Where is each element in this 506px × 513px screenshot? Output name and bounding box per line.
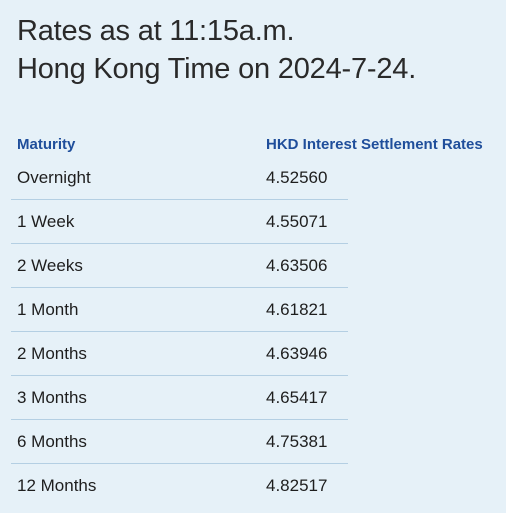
rate-cell: 4.75381 — [266, 432, 328, 451]
maturity-cell: 6 Months — [17, 432, 87, 451]
maturity-cell: 3 Months — [17, 388, 87, 407]
table-row: 1 Week 4.55071 — [11, 200, 348, 244]
table-row: 12 Months 4.82517 — [11, 464, 348, 507]
table-row: 6 Months 4.75381 — [11, 420, 348, 464]
column-header-rates: HKD Interest Settlement Rates — [266, 136, 483, 153]
table-row: Overnight 4.52560 — [11, 156, 348, 200]
maturity-cell: 12 Months — [17, 476, 97, 495]
rate-cell: 4.61821 — [266, 300, 328, 319]
maturity-cell: 1 Month — [17, 300, 79, 319]
table-row: 2 Months 4.63946 — [11, 332, 348, 376]
rate-cell: 4.63506 — [266, 256, 328, 275]
title-line-date: Hong Kong Time on 2024-7-24. — [17, 53, 417, 85]
page-title: Rates as at 11:15a.m. Hong Kong Time on … — [17, 12, 497, 88]
table-row: 3 Months 4.65417 — [11, 376, 348, 420]
rate-cell: 4.65417 — [266, 388, 328, 407]
maturity-cell: 2 Weeks — [17, 256, 83, 275]
rate-cell: 4.82517 — [266, 476, 328, 495]
title-line-time: Rates as at 11:15a.m. — [17, 15, 295, 47]
maturity-cell: 2 Months — [17, 344, 87, 363]
maturity-cell: Overnight — [17, 168, 91, 187]
rate-cell: 4.52560 — [266, 168, 328, 187]
rate-cell: 4.63946 — [266, 344, 328, 363]
table-row: 1 Month 4.61821 — [11, 288, 348, 332]
rate-cell: 4.55071 — [266, 212, 328, 231]
column-header-maturity: Maturity — [17, 136, 76, 153]
rates-table: Overnight 4.52560 1 Week 4.55071 2 Weeks… — [11, 156, 348, 507]
table-row: 2 Weeks 4.63506 — [11, 244, 348, 288]
maturity-cell: 1 Week — [17, 212, 75, 231]
